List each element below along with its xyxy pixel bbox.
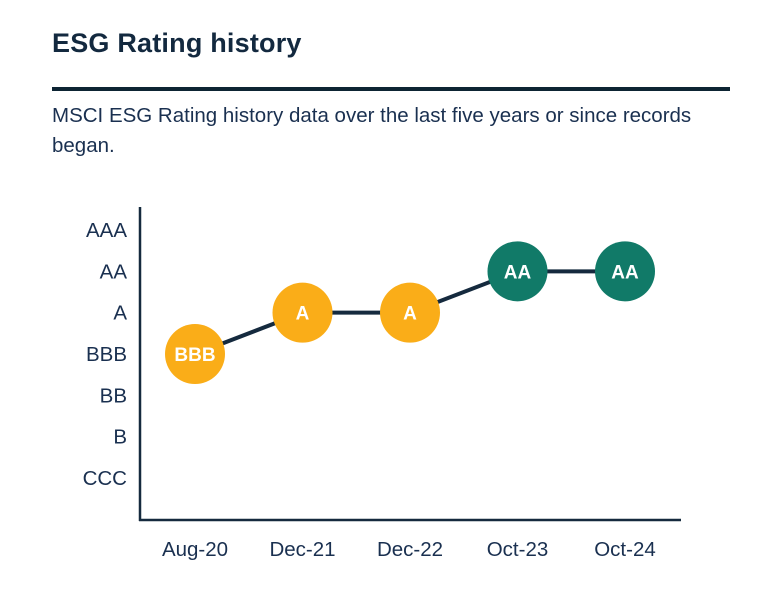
page-title: ESG Rating history [52,28,302,58]
y-tick-label: CCC [83,467,128,490]
x-tick-label: Oct-23 [487,538,549,561]
page-subtitle: MSCI ESG Rating history data over the la… [52,104,692,157]
rating-point-label: BBB [174,345,215,366]
rating-point-label: A [403,304,417,325]
title-divider [52,87,730,91]
y-tick-label: A [113,302,127,325]
y-tick-label: AAA [86,219,127,242]
rating-point-label: AA [611,262,639,283]
y-tick-label: BBB [86,343,127,366]
rating-point [165,323,225,384]
y-tick-label: BB [100,384,127,407]
rating-point-label: AA [504,262,532,283]
x-tick-label: Dec-22 [377,538,443,561]
x-tick-label: Oct-24 [594,538,656,561]
y-tick-label: AA [100,260,128,283]
x-tick-label: Aug-20 [162,538,228,561]
rating-point [380,282,440,343]
rating-point [487,241,548,302]
y-tick-label: B [113,426,127,449]
rating-point [272,282,333,343]
x-tick-label: Dec-21 [269,538,335,561]
rating-point-label: A [296,304,310,325]
rating-point [595,241,655,302]
